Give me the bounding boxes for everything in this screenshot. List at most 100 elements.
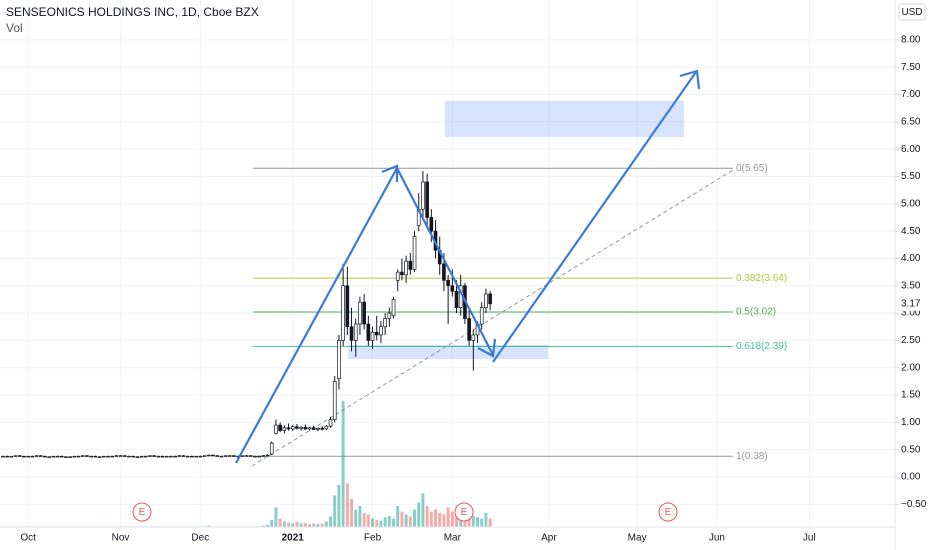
earnings-marker[interactable]: E: [454, 502, 474, 522]
volume-bar: [387, 515, 391, 527]
candle-body: [185, 455, 190, 458]
chart-title: SENSEONICS HOLDINGS INC, 1D, Cboe BZX: [6, 5, 259, 19]
candle-body: [240, 455, 245, 457]
volume-bar: [371, 518, 375, 527]
arrow-head: [679, 69, 701, 90]
candle-body: [51, 455, 56, 458]
x-tick-label: May: [628, 533, 647, 544]
x-tick-label: Nov: [112, 533, 130, 544]
arrow-up: [492, 71, 697, 363]
volume-bar: [429, 511, 433, 527]
candle-body: [127, 455, 131, 458]
candle-body: [1, 455, 5, 458]
candle-body: [177, 455, 182, 457]
volume-bar: [408, 516, 412, 527]
volume-bar: [270, 520, 274, 527]
candle-body: [332, 381, 337, 420]
candle-body: [391, 299, 396, 317]
y-tick-label: 5.00: [901, 198, 921, 209]
y-tick-label: 6.50: [901, 116, 921, 127]
candle-body: [446, 279, 450, 287]
candle-body: [173, 455, 177, 458]
candle-body: [114, 455, 119, 457]
volume-bar: [488, 518, 492, 527]
y-tick-label: 8.00: [901, 35, 921, 46]
volume-bar: [324, 521, 328, 527]
y-tick-label: −0.50: [901, 499, 927, 510]
candle-body: [152, 455, 156, 457]
candle-body: [345, 285, 350, 328]
y-tick-label: 2.00: [901, 362, 921, 373]
volume-bar: [333, 495, 337, 527]
volume-bar: [261, 525, 265, 527]
y-tick-label: 6.00: [901, 144, 921, 155]
fib-label: 0.618(2.39): [736, 341, 787, 352]
candle-body: [59, 455, 64, 458]
candle-body: [278, 424, 282, 431]
candle-body: [156, 455, 161, 458]
candle-body: [353, 323, 358, 341]
currency-box: [898, 3, 926, 21]
candle-body: [181, 455, 186, 457]
x-tick-label: Jun: [709, 533, 725, 544]
candle-body: [425, 181, 429, 218]
y-tick-label: 3.00: [901, 308, 921, 319]
candle-body: [265, 454, 270, 457]
volume-bar: [421, 493, 425, 527]
arrows: [235, 69, 701, 464]
candle-body: [421, 181, 425, 210]
volume-bar: [396, 506, 400, 527]
candle-body: [169, 455, 173, 458]
candle-body: [194, 455, 198, 458]
earnings-label: E: [139, 507, 146, 518]
candle-body: [253, 455, 257, 458]
volume-bar: [329, 516, 333, 527]
candle-body: [450, 285, 455, 292]
volume-bar: [484, 513, 488, 527]
candle-body: [316, 428, 320, 430]
candle-body: [429, 217, 434, 232]
volume-bar: [413, 509, 417, 527]
candle-body: [328, 419, 333, 427]
candle-body: [404, 260, 408, 276]
candle-body: [324, 425, 329, 430]
candle-body: [22, 455, 26, 458]
candle-body: [198, 455, 203, 458]
earnings-marker[interactable]: E: [658, 502, 678, 522]
candle-body: [286, 427, 291, 430]
candle-body: [341, 285, 345, 341]
candle-body: [26, 455, 30, 458]
x-tick-label: Mar: [444, 533, 462, 544]
y-tick-label: 4.00: [901, 253, 921, 264]
earnings-marker[interactable]: E: [132, 502, 152, 522]
candle-body: [248, 455, 253, 457]
x-tick-label: Dec: [191, 533, 209, 544]
volume-bar: [438, 513, 442, 527]
volume-bar: [316, 524, 320, 527]
candle-body: [471, 334, 476, 341]
x-tick-label: 2021: [282, 533, 305, 544]
candle-body: [362, 301, 366, 325]
volume-bar: [341, 401, 345, 527]
volume-bar: [379, 520, 383, 527]
candle-body: [412, 236, 417, 270]
candle-body: [299, 426, 303, 429]
candle-body: [190, 455, 194, 458]
volume-bar: [303, 522, 307, 527]
earnings-label: E: [665, 507, 672, 518]
candle-body: [232, 455, 236, 457]
volume-bar: [375, 520, 379, 527]
candle-body: [379, 326, 383, 336]
candle-body: [290, 426, 295, 430]
arrow-down: [396, 167, 494, 356]
volume-bar: [266, 524, 270, 527]
candle-body: [349, 326, 354, 341]
volume-bar: [476, 517, 479, 527]
candle-body: [244, 455, 249, 457]
volume-bar: [446, 507, 450, 527]
y-tick-label: 5.50: [901, 171, 921, 182]
candle-body: [38, 455, 43, 457]
volume-bar: [350, 499, 354, 527]
x-tick-label: Feb: [364, 533, 382, 544]
candle-body: [219, 455, 224, 458]
